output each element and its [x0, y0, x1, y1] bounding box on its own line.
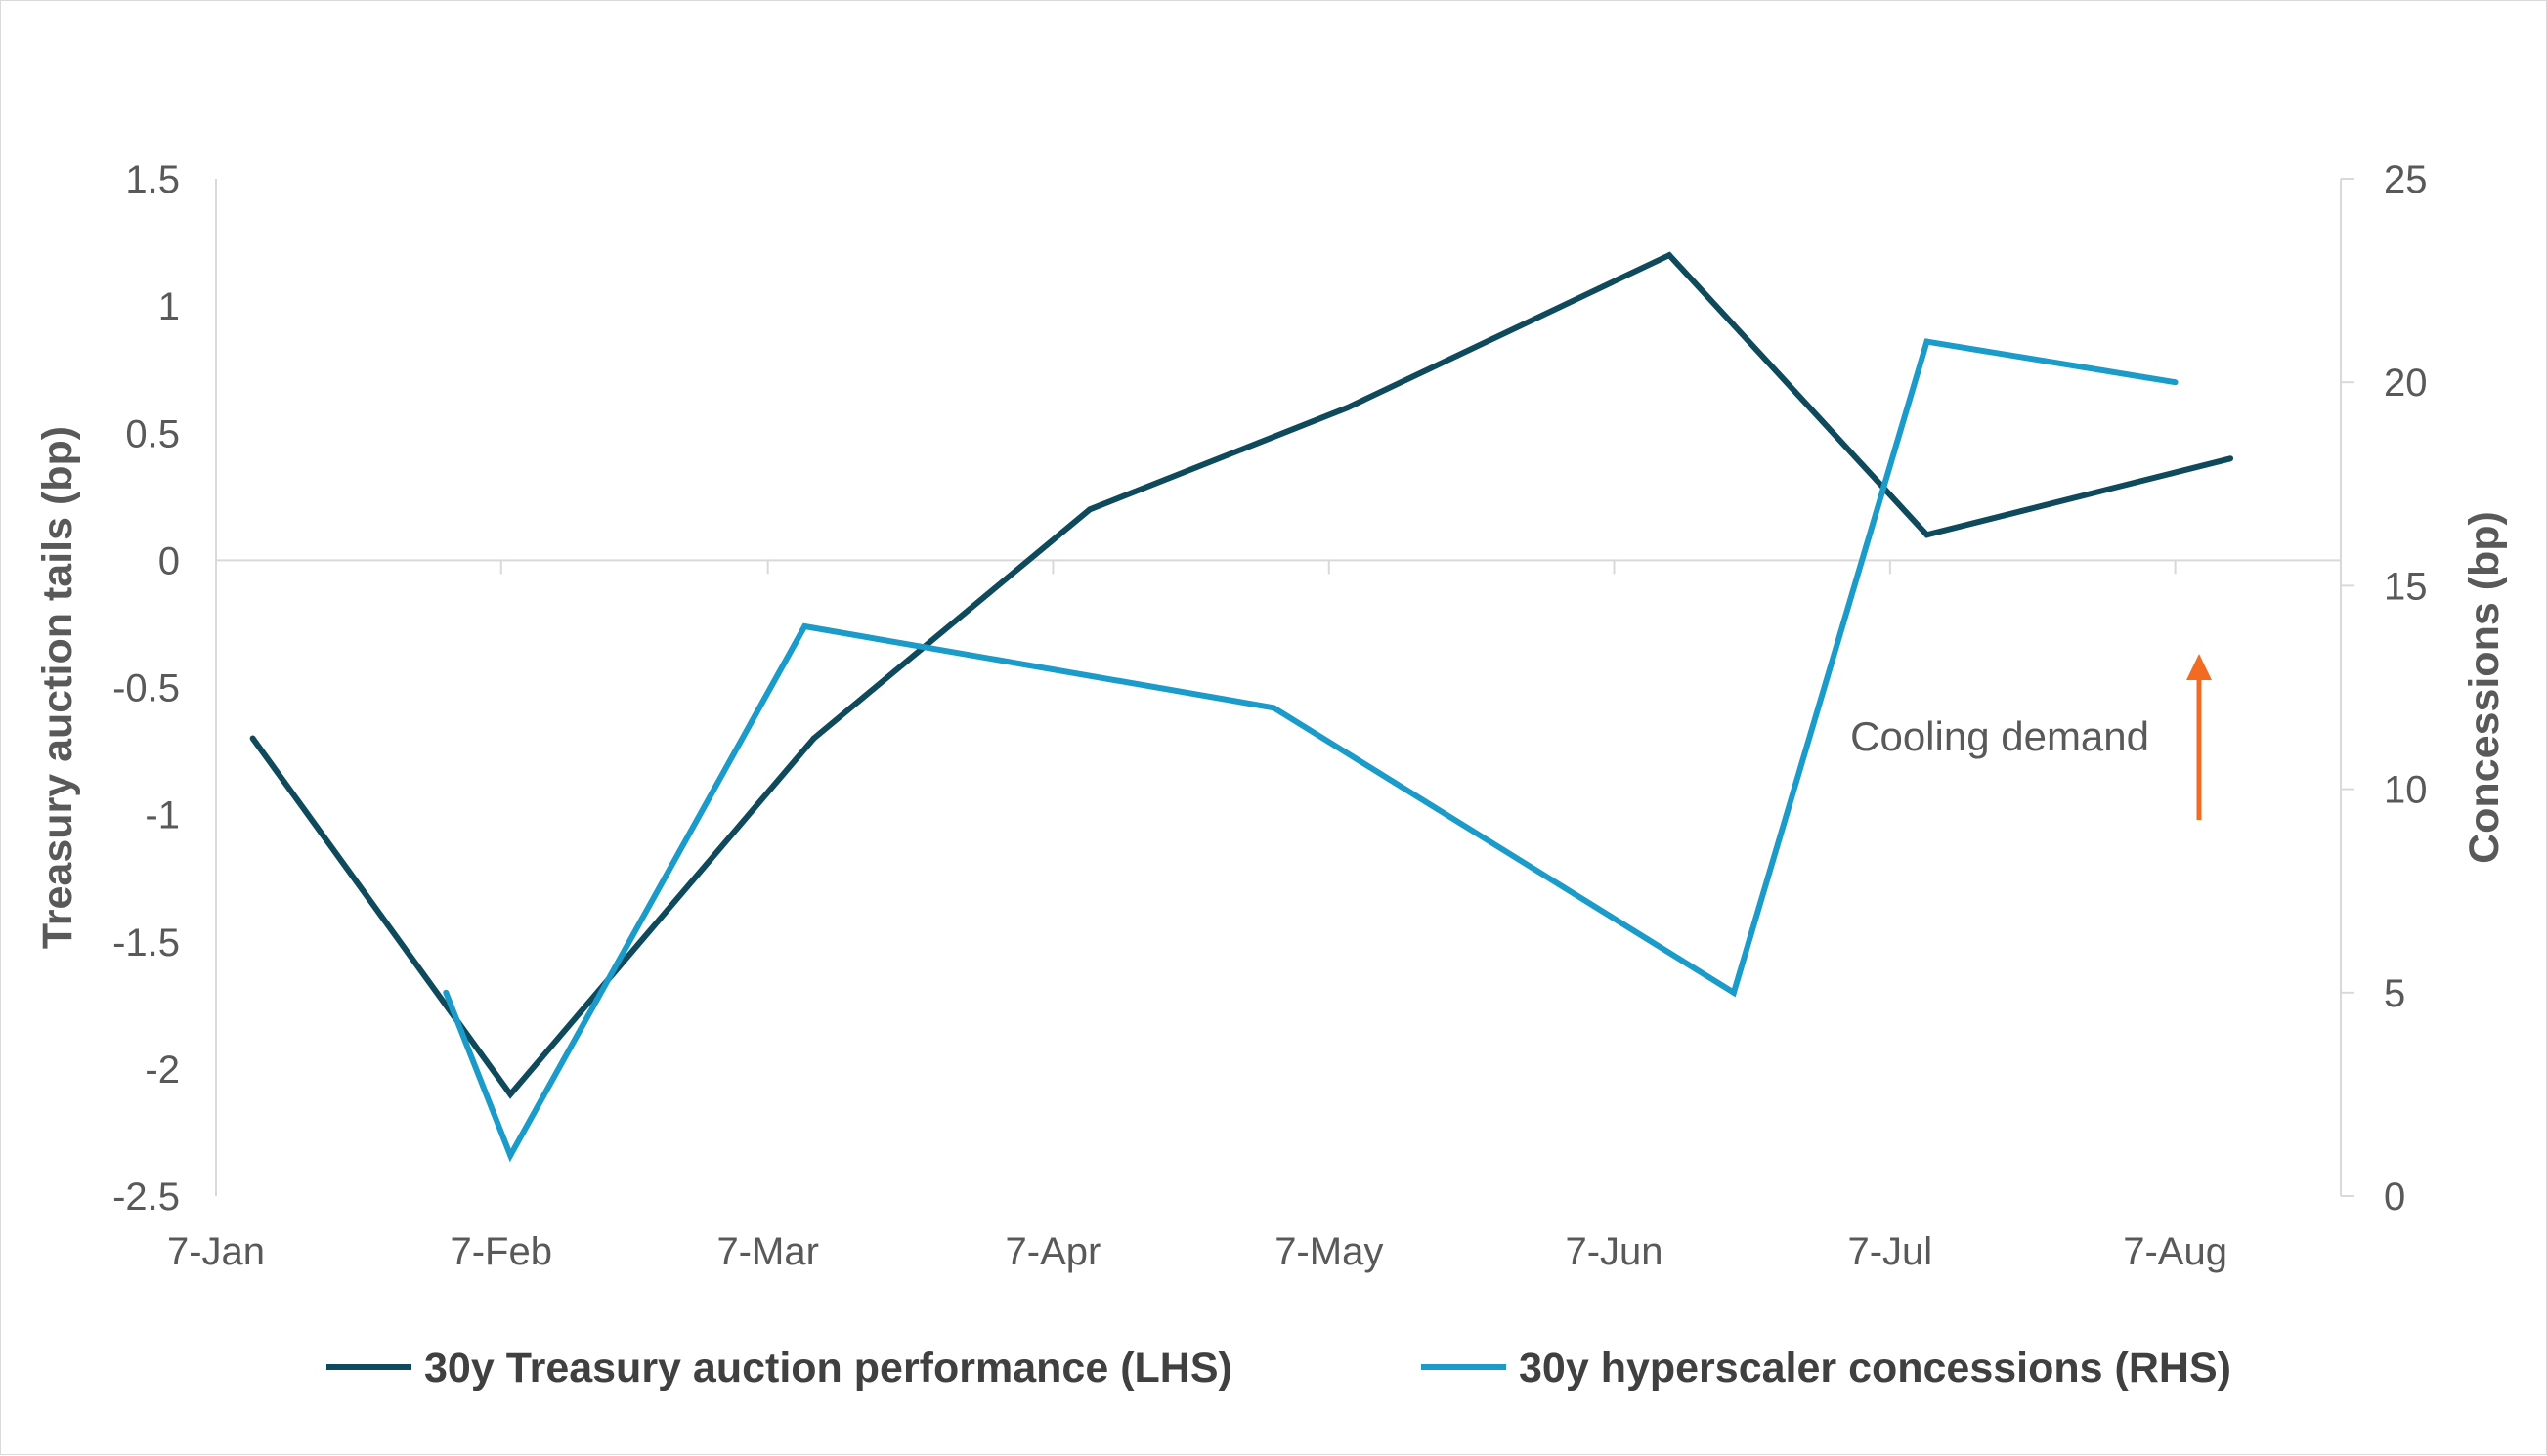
x-tick-label: 7-Jul: [1847, 1230, 1932, 1273]
y-left-axis-title: Treasury auction tails (bp): [34, 426, 81, 949]
x-tick-label: 7-Apr: [1006, 1230, 1101, 1273]
legend: 30y Treasury auction performance (LHS) 30…: [326, 1345, 2231, 1392]
axis-ticks: 1.5 1 0.5 0 -0.5 -1 -1.5 -2 -2.5 25 20 15 10 5 0 7-Jan 7…: [34, 158, 2508, 1273]
y-left-tick-label: -1: [145, 794, 180, 837]
y-right-tick-label: 20: [2384, 362, 2428, 405]
legend-label-1: 30y Treasury auction performance (LHS): [424, 1345, 1232, 1392]
x-tick-label: 7-Jun: [1565, 1230, 1662, 1273]
y-left-tick-label: -2.5: [112, 1176, 180, 1219]
data-point: [1923, 532, 1930, 538]
y-left-tick-label: 0: [158, 539, 180, 582]
annotation-text: Cooling demand: [1850, 713, 2149, 759]
annotation-arrow-head: [2186, 654, 2212, 680]
y-left-tick-label: 0.5: [125, 412, 180, 455]
data-point: [810, 735, 817, 742]
data-point: [1923, 338, 1930, 345]
y-left-tick-label: -2: [145, 1049, 180, 1092]
data-point: [249, 735, 256, 742]
y-right-axis-title: Concessions (bp): [2461, 511, 2508, 864]
series-line-1: [250, 251, 2231, 1099]
x-tick-label: 7-Aug: [2123, 1230, 2227, 1273]
data-point: [1665, 252, 1672, 259]
data-point: [801, 623, 808, 630]
gridlines: [215, 179, 2342, 1196]
y-right-tick-label: 10: [2384, 769, 2428, 812]
data-point: [443, 989, 450, 996]
y-left-tick-label: -1.5: [112, 921, 180, 964]
y-right-tick-label: 0: [2384, 1176, 2405, 1219]
y-left-tick-label: 1: [158, 285, 180, 328]
legend-label-2: 30y hyperscaler concessions (RHS): [1519, 1345, 2231, 1392]
x-tick-label: 7-Feb: [450, 1230, 552, 1273]
data-point: [1271, 705, 1277, 711]
y-left-tick-label: 1.5: [125, 158, 180, 201]
data-point: [2227, 455, 2234, 462]
x-tick-label: 7-Mar: [716, 1230, 818, 1273]
data-point: [1087, 506, 1094, 513]
y-right-tick-label: 15: [2384, 565, 2428, 608]
data-point: [507, 1152, 514, 1159]
annotation: Cooling demand: [1850, 654, 2212, 820]
data-point: [507, 1091, 514, 1097]
data-point: [1730, 989, 1737, 996]
y-right-tick-label: 5: [2384, 972, 2405, 1015]
x-tick-label: 7-May: [1274, 1230, 1383, 1273]
x-tick-label: 7-Jan: [167, 1230, 265, 1273]
data-point: [2172, 379, 2179, 386]
y-left-tick-label: -0.5: [112, 667, 180, 710]
y-right-tick-label: 25: [2384, 158, 2428, 201]
data-point: [1344, 405, 1351, 411]
series-lines: [249, 251, 2234, 1163]
